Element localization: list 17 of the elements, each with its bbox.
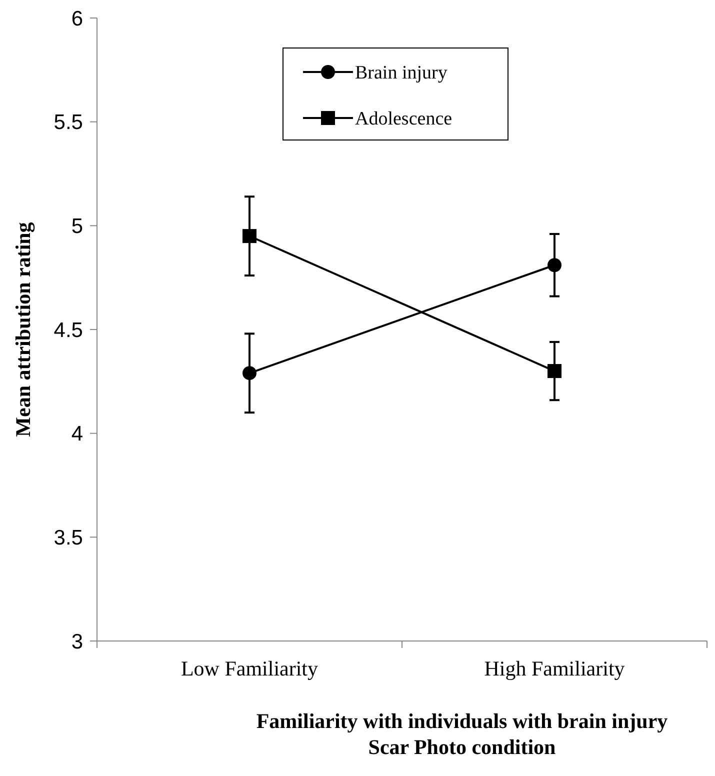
legend-label: Adolescence xyxy=(355,108,452,130)
y-axis-title: Mean attribution rating xyxy=(11,222,35,437)
x-tick-label: Low Familiarity xyxy=(180,656,319,681)
x-tick-label: High Familiarity xyxy=(484,656,626,681)
y-tick-label: 5 xyxy=(71,215,83,238)
y-tick-label: 5.5 xyxy=(54,111,83,134)
y-tick-label: 6 xyxy=(71,7,83,30)
point xyxy=(548,258,562,272)
point xyxy=(242,366,256,380)
y-tick-label: 4.5 xyxy=(54,318,83,342)
legend-label: Brain injury xyxy=(355,62,448,84)
point xyxy=(548,364,562,378)
y-tick-label: 4 xyxy=(71,422,84,446)
point xyxy=(242,229,256,244)
y-tick-label: 3.5 xyxy=(54,526,83,550)
x-axis-title: Familiarity with individuals with brain injury Scar Photo condition xyxy=(256,709,668,759)
y-tick-label: 3 xyxy=(71,630,83,654)
